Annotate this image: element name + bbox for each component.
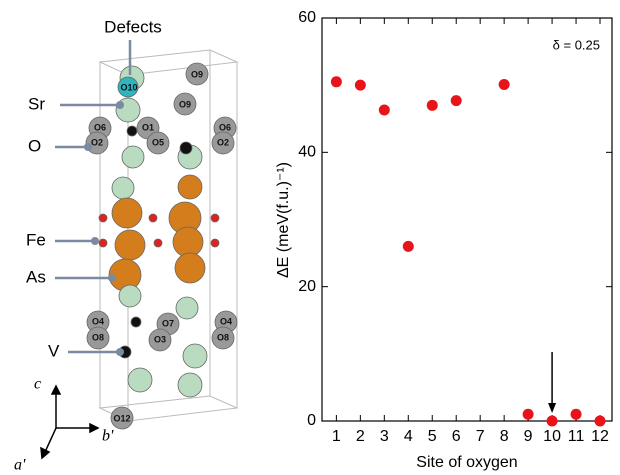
x-tick-label: 8	[500, 428, 509, 445]
plot-frame	[322, 18, 612, 421]
axis-label: a'	[14, 457, 26, 474]
atom-label: O8	[217, 332, 229, 342]
x-tick-label: 3	[380, 428, 389, 445]
atom-label: O6	[219, 122, 231, 132]
x-tick-label: 12	[591, 428, 609, 445]
structure-label: Sr	[28, 94, 45, 113]
axis-label: c	[34, 376, 41, 393]
atom-label: O2	[91, 137, 103, 147]
atom-label: O9	[191, 69, 203, 79]
atom-label: O9	[179, 99, 191, 109]
structure-label: As	[26, 267, 46, 286]
atom-label: O2	[217, 137, 229, 147]
y-tick-label: 40	[298, 144, 316, 161]
annotation: δ = 0.25	[553, 37, 600, 52]
x-tick-label: 10	[543, 428, 561, 445]
y-tick-label: 60	[298, 9, 316, 26]
x-tick-label: 2	[356, 428, 365, 445]
atom-label: O8	[92, 332, 104, 342]
x-tick-label: 5	[428, 428, 437, 445]
x-tick-label: 11	[568, 428, 585, 445]
atom-label: O6	[94, 122, 106, 132]
atom-label: O1	[142, 122, 154, 132]
x-tick-label: 6	[452, 428, 461, 445]
data-point	[547, 416, 558, 427]
structure-label: Fe	[26, 230, 46, 249]
data-point	[595, 416, 606, 427]
structure-label: Defects	[104, 17, 162, 36]
atom-label: O5	[152, 137, 164, 147]
figure: Defects Sr O Fe As V c b' a' O10O9O9O6O1…	[0, 0, 620, 475]
data-point	[355, 80, 366, 91]
y-axis-title: ΔE (meV(f.u.)⁻¹)	[275, 162, 292, 278]
data-point	[571, 409, 582, 420]
atom-label: O12	[113, 413, 130, 423]
x-tick-label: 4	[404, 428, 413, 445]
x-tick-label: 9	[524, 428, 533, 445]
data-point	[403, 241, 414, 252]
data-point	[427, 100, 438, 111]
atom-label: O10	[120, 82, 137, 92]
arrow-head	[548, 403, 556, 413]
atom-label: O4	[220, 316, 232, 326]
x-axis-title: Site of oxygen	[416, 454, 517, 471]
data-point	[379, 105, 390, 116]
y-tick-label: 0	[307, 412, 316, 429]
atom-label: O4	[92, 316, 104, 326]
data-point	[523, 409, 534, 420]
x-tick-label: 7	[476, 428, 485, 445]
data-point	[331, 76, 342, 87]
structure-label: O	[28, 136, 41, 155]
x-tick-label: 1	[332, 428, 341, 445]
data-point	[451, 95, 462, 106]
crystal-structure: Defects Sr O Fe As V c b' a' O10 O9 O9 O6 O1…	[14, 17, 237, 473]
y-tick-label: 20	[298, 278, 316, 295]
atom-label: O3	[154, 334, 166, 344]
atom-label: O7	[162, 318, 174, 328]
data-point	[499, 79, 510, 90]
structure-label: V	[48, 341, 60, 360]
axis-label: b'	[102, 428, 114, 445]
